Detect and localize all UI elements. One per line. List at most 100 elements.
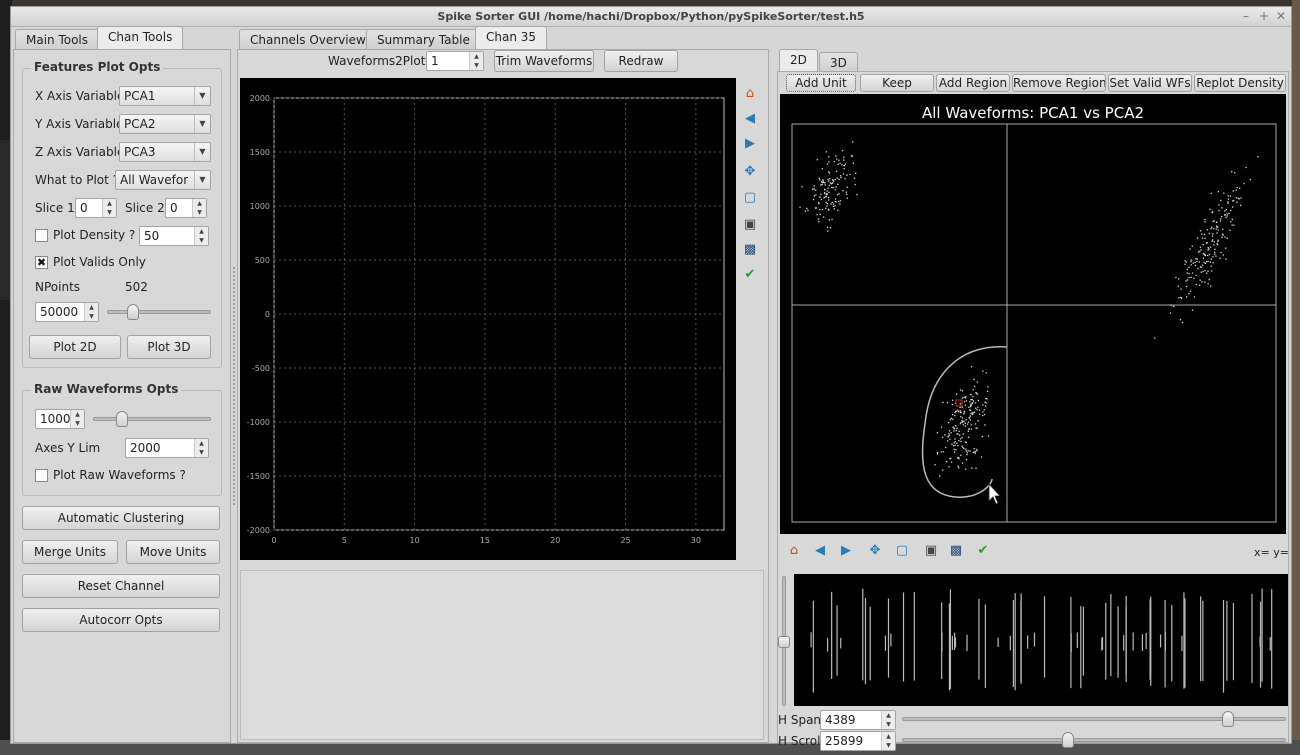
remove-region-button[interactable]: Remove Region <box>1012 74 1106 92</box>
scatter-point <box>974 450 976 453</box>
tab-main-tools[interactable]: Main Tools <box>15 29 100 50</box>
home-icon[interactable]: ⌂ <box>789 543 799 558</box>
tab-channels-overview[interactable]: Channels Overview <box>239 29 377 50</box>
scatter-point <box>1213 228 1215 230</box>
scatter-point <box>958 467 960 469</box>
replot-density-button[interactable]: Replot Density <box>1194 74 1286 92</box>
add-unit-button[interactable]: Add Unit <box>786 74 856 92</box>
scatter-point <box>1249 178 1252 181</box>
back-icon[interactable]: ◀ <box>815 543 825 558</box>
hspan-slider-handle[interactable] <box>1221 711 1234 727</box>
plot-raw-checkbox[interactable] <box>35 469 48 482</box>
ylim-spinbox[interactable]: 2000 ▲ ▼ <box>125 438 209 458</box>
features-plot-group: Features Plot Opts X Axis Variable PCA1 ▼… <box>22 60 222 368</box>
splitter-handle[interactable] <box>233 267 235 507</box>
save-icon[interactable]: ▩ <box>743 242 757 257</box>
scatter-point <box>1215 225 1218 227</box>
npoints-spinbox[interactable]: 50000 ▲ ▼ <box>35 302 99 322</box>
add-region-button[interactable]: Add Region <box>936 74 1010 92</box>
scatter-point <box>965 419 967 421</box>
x-axis-select[interactable]: PCA1 ▼ <box>119 86 211 106</box>
scatter-point <box>959 389 962 391</box>
scatter-point <box>1218 210 1220 212</box>
vertical-slider-handle[interactable] <box>778 636 790 648</box>
reset-channel-button[interactable]: Reset Channel <box>22 574 220 598</box>
forward-icon[interactable]: ▶ <box>841 543 851 558</box>
trim-waveforms-button[interactable]: Trim Waveforms <box>494 50 594 72</box>
plot-valids-label: Plot Valids Only <box>53 255 146 269</box>
scatter-point <box>934 464 936 466</box>
scatter-point <box>1188 272 1190 275</box>
plot-2d-button[interactable]: Plot 2D <box>29 335 121 359</box>
forward-icon[interactable]: ▶ <box>745 136 755 151</box>
scatter-point <box>1232 200 1234 202</box>
z-axis-select[interactable]: PCA3 ▼ <box>119 142 211 162</box>
tab-summary-table[interactable]: Summary Table <box>366 29 481 50</box>
back-icon[interactable]: ◀ <box>745 111 755 126</box>
y-axis-select[interactable]: PCA2 ▼ <box>119 114 211 134</box>
scatter-point <box>842 190 844 192</box>
zoom-icon[interactable]: ▢ <box>895 543 909 558</box>
scatter-point <box>985 372 987 374</box>
scatter-point <box>1236 186 1238 189</box>
hscroll-slider-handle[interactable] <box>1061 732 1074 748</box>
tab-chan-35[interactable]: Chan 35 <box>475 26 548 49</box>
checkmark-icon[interactable]: ✔ <box>977 543 989 558</box>
minimize-icon[interactable]: – <box>1243 9 1249 23</box>
checkmark-icon[interactable]: ✔ <box>744 267 756 282</box>
automatic-clustering-button[interactable]: Automatic Clustering <box>22 506 220 530</box>
zoom-icon[interactable]: ▢ <box>743 190 757 205</box>
hscroll-spinbox[interactable]: 25899 ▲ ▼ <box>820 731 896 751</box>
scatter-point <box>827 171 830 173</box>
scatter-point <box>982 404 984 406</box>
autocorr-opts-button[interactable]: Autocorr Opts <box>22 608 220 632</box>
scatter-point <box>1205 260 1208 263</box>
scatter-point <box>957 410 960 413</box>
raw-count-spinbox[interactable]: 1000 ▲ ▼ <box>35 409 85 429</box>
scatter-point <box>965 395 967 398</box>
waveforms2plot-spinbox[interactable]: 1 ▲ ▼ <box>426 51 484 71</box>
selection-region-outline <box>921 346 1008 498</box>
npoints-slider-handle[interactable] <box>127 304 140 320</box>
configure-subplots-icon[interactable]: ▣ <box>743 217 757 232</box>
maximize-icon[interactable]: + <box>1258 9 1270 23</box>
waveform-plot[interactable]: 0 5 10 15 20 25 30 2000 1500 1000 500 0 -500 -1000 -15… <box>240 78 736 560</box>
set-valid-wfs-button[interactable]: Set Valid WFs <box>1108 74 1192 92</box>
redraw-button[interactable]: Redraw <box>604 50 678 72</box>
waveform-chart: 0 5 10 15 20 25 30 2000 1500 1000 500 0 -500 -1000 -15… <box>247 94 725 545</box>
slice2-spinbox[interactable]: 0 ▲ ▼ <box>165 198 207 218</box>
close-icon[interactable]: ✕ <box>1275 9 1287 23</box>
scatter-point <box>960 454 962 456</box>
save-icon[interactable]: ▩ <box>949 543 963 558</box>
x-tick-label: 30 <box>691 536 701 545</box>
configure-subplots-icon[interactable]: ▣ <box>924 543 938 558</box>
what-to-plot-select[interactable]: All Waveforms▼ <box>115 170 211 190</box>
density-spinbox[interactable]: 50 ▲ ▼ <box>139 226 209 246</box>
hspan-spinbox[interactable]: 4389 ▲ ▼ <box>820 710 896 730</box>
scatter-point <box>838 193 840 195</box>
plot-density-checkbox[interactable] <box>35 229 48 242</box>
tab-2d[interactable]: 2D <box>779 49 818 72</box>
tab-3d[interactable]: 3D <box>819 52 858 73</box>
plot-valids-checkbox[interactable]: ✖ <box>35 256 48 269</box>
home-icon[interactable]: ⌂ <box>745 86 755 101</box>
plot-3d-button[interactable]: Plot 3D <box>127 335 211 359</box>
scatter-point <box>1195 274 1197 277</box>
scatter-point <box>955 424 957 427</box>
scatter-point <box>976 448 978 451</box>
slice1-spinbox[interactable]: 0 ▲ ▼ <box>75 198 117 218</box>
merge-units-button[interactable]: Merge Units <box>22 540 118 564</box>
tab-chan-tools[interactable]: Chan Tools <box>97 26 184 49</box>
move-units-button[interactable]: Move Units <box>126 540 220 564</box>
scatter-point <box>956 410 958 412</box>
scatter-point <box>1154 337 1156 339</box>
scatter-point <box>1209 246 1212 248</box>
keep-button[interactable]: Keep <box>860 74 934 92</box>
raw-count-slider-handle[interactable] <box>116 411 129 427</box>
scatter-point <box>828 191 830 194</box>
pan-icon[interactable]: ✥ <box>744 164 756 179</box>
pan-icon[interactable]: ✥ <box>869 543 881 558</box>
raster-plot[interactable] <box>794 574 1288 706</box>
scatter-point <box>954 414 956 417</box>
scatter-plot[interactable]: All Waveforms: PCA1 vs PCA2 <box>780 94 1286 534</box>
